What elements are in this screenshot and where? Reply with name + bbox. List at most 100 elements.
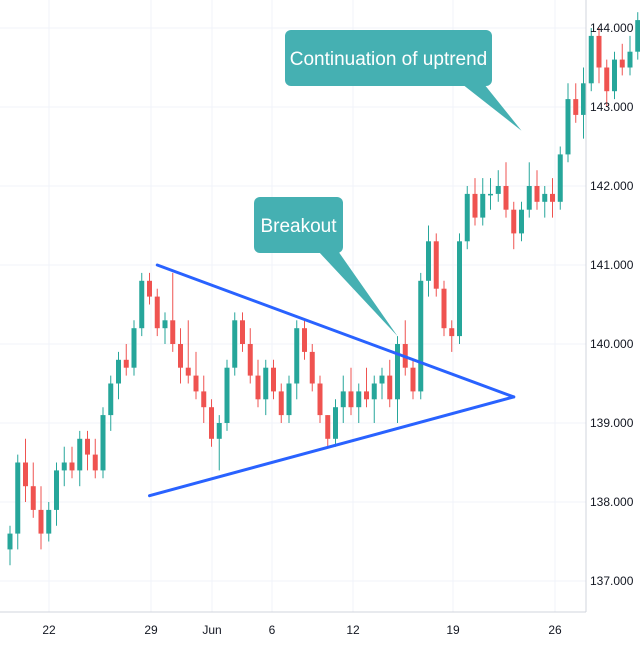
candle-up [77, 439, 82, 471]
candle-down [155, 297, 160, 329]
x-tick-label: 6 [269, 623, 276, 637]
candle-up [635, 20, 640, 52]
callout-pointer [318, 251, 398, 336]
candle-down [39, 510, 44, 534]
x-tick-label: Jun [202, 623, 221, 637]
candle-up [116, 360, 121, 384]
x-tick-label: 22 [42, 623, 56, 637]
x-tick-label: 26 [548, 623, 562, 637]
candle-up [232, 320, 237, 367]
candle-down [325, 415, 330, 439]
candle-down [279, 391, 284, 415]
candle-up [263, 368, 268, 400]
candle-down [449, 328, 454, 336]
candle-down [604, 68, 609, 92]
candle-up [542, 194, 547, 202]
candle-up [372, 384, 377, 400]
candle-down [93, 455, 98, 471]
candle-up [581, 83, 586, 115]
candle-down [349, 391, 354, 407]
candle-up [101, 415, 106, 470]
candle-down [271, 368, 276, 392]
candle-down [442, 289, 447, 329]
candle-down [535, 186, 540, 202]
candle-up [488, 194, 493, 196]
candle-down [411, 368, 416, 392]
candle-up [612, 60, 617, 92]
candle-down [256, 376, 261, 400]
y-tick-label: 144.000 [590, 21, 634, 35]
candle-up [380, 376, 385, 384]
candle-up [287, 384, 292, 416]
y-tick-label: 139.000 [590, 416, 634, 430]
candle-down [178, 344, 183, 368]
x-tick-label: 12 [346, 623, 360, 637]
candle-down [550, 194, 555, 202]
candle-up [558, 154, 563, 201]
candle-up [62, 463, 67, 471]
candle-down [597, 36, 602, 68]
y-tick-label: 138.000 [590, 495, 634, 509]
candle-down [70, 463, 75, 471]
candle-down [302, 328, 307, 352]
y-tick-label: 143.000 [590, 100, 634, 114]
candle-down [170, 320, 175, 344]
callout-label: Breakout [260, 216, 337, 237]
candle-up [294, 328, 299, 383]
candle-down [434, 241, 439, 288]
candle-up [519, 210, 524, 234]
candle-up [8, 534, 13, 550]
candle-down [511, 210, 516, 234]
candle-down [318, 384, 323, 416]
x-tick-label: 19 [446, 623, 460, 637]
candle-down [310, 352, 315, 384]
grid-layer [0, 0, 586, 612]
candle-down [186, 368, 191, 376]
y-tick-label: 141.000 [590, 258, 634, 272]
candle-up [15, 463, 20, 534]
candle-down [124, 360, 129, 368]
candle-up [139, 281, 144, 328]
candle-down [201, 391, 206, 407]
candle-up [356, 391, 361, 407]
candle-up [457, 241, 462, 336]
candle-up [566, 99, 571, 154]
candle-down [23, 463, 28, 487]
candle-down [240, 320, 245, 344]
candle-down [31, 486, 36, 510]
candle-down [85, 439, 90, 455]
candle-up [54, 470, 59, 510]
candle-up [333, 407, 338, 439]
candle-up [465, 194, 470, 241]
candle-down [248, 344, 253, 376]
candle-up [132, 328, 137, 368]
candle-up [108, 384, 113, 416]
callout-layer: Breakout Continuation of uptrend [254, 30, 522, 336]
candle-up [480, 194, 485, 218]
axis-layer: 144.000 143.000 142.000 141.000 140.000 139.0… [0, 0, 634, 637]
candle-down [147, 281, 152, 297]
candle-down [387, 376, 392, 400]
candle-down [194, 376, 199, 392]
y-tick-label: 137.000 [590, 574, 634, 588]
candle-up [46, 510, 51, 534]
candle-up [589, 36, 594, 83]
candle-down [209, 407, 214, 439]
candle-up [527, 186, 532, 210]
candle-up [225, 368, 230, 423]
candle-down [364, 391, 369, 399]
candle-up [418, 281, 423, 392]
x-tick-label: 29 [144, 623, 158, 637]
candle-up [163, 320, 168, 328]
candle-up [426, 241, 431, 280]
candle-down [573, 99, 578, 115]
candle-down [504, 186, 509, 210]
y-tick-label: 140.000 [590, 337, 634, 351]
candle-up [628, 52, 633, 68]
candle-down [620, 60, 625, 68]
callout-label: Continuation of uptrend [290, 49, 488, 70]
y-tick-label: 142.000 [590, 179, 634, 193]
candle-up [217, 423, 222, 439]
